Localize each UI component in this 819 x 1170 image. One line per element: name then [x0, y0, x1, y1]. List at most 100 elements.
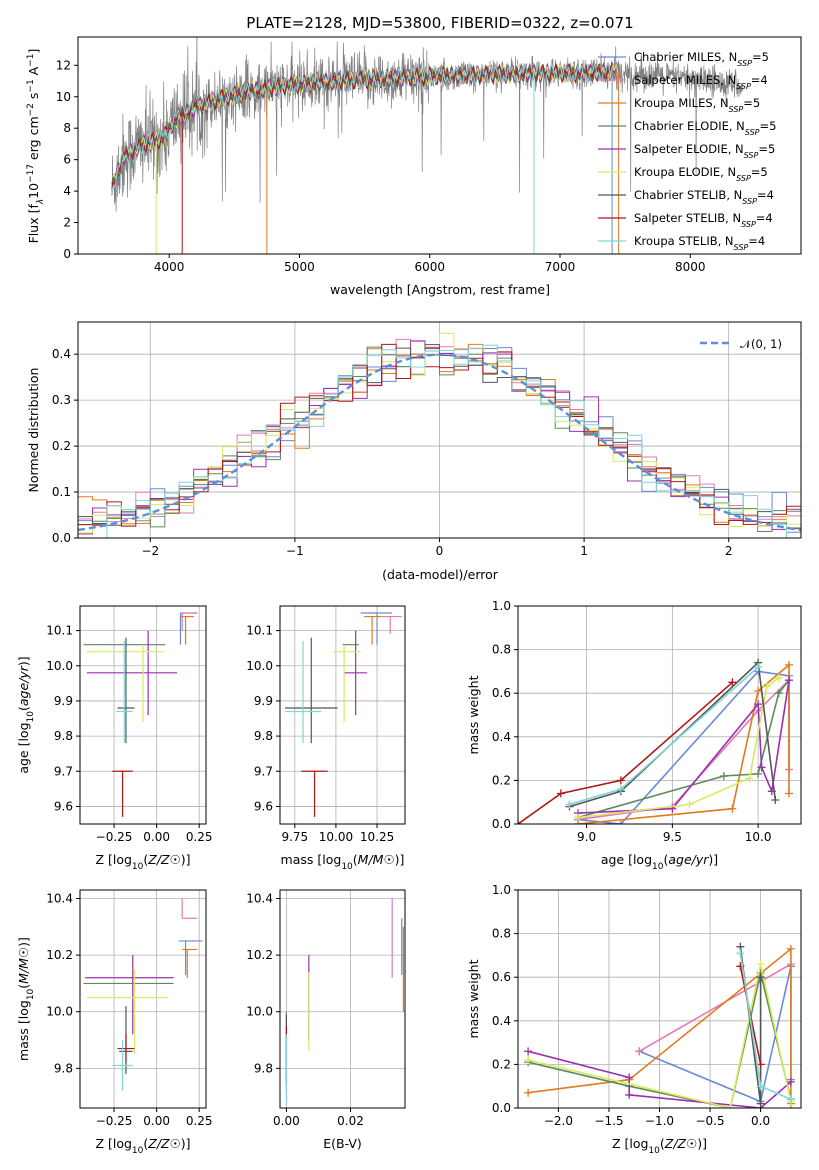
- figure-title: PLATE=2128, MJD=53800, FIBERID=0322, z=0…: [246, 14, 633, 32]
- weight-line-Salpeter STELIB, N_SSP=4: [518, 681, 733, 824]
- x-tick-label: 10.00: [319, 830, 353, 844]
- label-part: 10: [26, 711, 36, 723]
- label-part: )]: [16, 656, 31, 666]
- weight-marker: [745, 774, 754, 783]
- label-part: −1: [26, 54, 36, 67]
- axes-frame: [77, 36, 802, 255]
- axes-age_vs_mass: 9.75 10.00 10.25 9.6 9.7 9.8 9.9 10.0 10.1 mass […: [246, 605, 406, 872]
- legend-entry: Chabrier MILES, NSSP=5: [634, 50, 769, 68]
- y-tick-label: 0.8: [492, 927, 511, 941]
- label-part: (: [16, 706, 31, 711]
- x-axis-label: age [log10(age/yr)]: [601, 852, 718, 872]
- weight-marker: [616, 776, 625, 785]
- legend-sub: SSP: [734, 243, 749, 252]
- plot-area: [78, 332, 801, 538]
- plot-area: [284, 612, 402, 817]
- weight-line-Kroupa MILES, N_SSP=5: [577, 663, 790, 824]
- label-part: 10: [26, 988, 36, 1000]
- axes-weight_vs_age: 9.0 9.5 10.0 0.0 0.2 0.4 0.6 0.8 1.0 age [log10(a…: [466, 599, 802, 872]
- y-tick-label: 0.0: [492, 817, 511, 831]
- legend-entry: Salpeter MILES, NSSP=4: [634, 73, 768, 91]
- normal-reference-curve: [78, 353, 801, 532]
- label-part: 10: [648, 1146, 660, 1156]
- y-axis-label: age [log10(age/yr)]: [16, 656, 36, 773]
- label-part: Z/Z☉: [147, 852, 181, 867]
- label-part: mass [log: [16, 1000, 31, 1061]
- residual-hist-Kroupa STELIB, N_SSP=4: [78, 344, 801, 538]
- y-tick-label: 12: [56, 58, 71, 72]
- weight-marker: [756, 1082, 765, 1091]
- x-tick-label: −2: [141, 544, 159, 558]
- label-part: age [log: [16, 722, 31, 773]
- weight-marker: [736, 949, 745, 958]
- weight-marker: [774, 689, 783, 698]
- weight-marker: [616, 785, 625, 794]
- label-part: Flux [f: [26, 204, 41, 244]
- label-part: mass [log: [281, 852, 342, 867]
- weight-marker: [754, 663, 763, 672]
- x-tick-label: −1.5: [594, 1114, 623, 1128]
- y-tick-label: 1.0: [492, 599, 511, 613]
- label-part: Z [log: [612, 1136, 648, 1151]
- weight-line-Kroupa MILES, N_SSP=5: [527, 947, 792, 1104]
- weight-marker: [774, 673, 783, 682]
- weight-line-Salpeter ELODIE, N_SSP=5: [577, 679, 790, 814]
- label-part: M/M☉: [358, 852, 395, 867]
- legend-suffix: =5: [751, 165, 768, 179]
- weight-marker: [754, 700, 763, 709]
- label-part: age/yr: [16, 665, 31, 706]
- label-part: erg cm: [26, 116, 41, 164]
- label-part: )]: [181, 1136, 191, 1151]
- legend-text: Chabrier STELIB, N: [634, 188, 742, 202]
- residual-hist-Salpeter STELIB, N_SSP=4: [78, 343, 801, 527]
- weight-marker: [524, 1047, 533, 1056]
- label-part: )]: [697, 1136, 707, 1151]
- x-axis-label: (data-model)/error: [382, 567, 499, 582]
- label-part: (: [143, 852, 148, 867]
- plot-area: [83, 898, 203, 1092]
- weight-marker: [756, 1099, 765, 1108]
- weight-marker: [757, 763, 766, 772]
- y-tick-label: 0.0: [52, 531, 71, 545]
- weight-marker: [771, 796, 780, 805]
- x-tick-label: 10.0: [745, 830, 772, 844]
- x-axis-label: Z [log10(Z/Z☉)]: [612, 1136, 707, 1156]
- y-tick-label: 0.6: [492, 970, 511, 984]
- x-tick-label: 4000: [154, 260, 185, 274]
- label-part: Z [log: [95, 852, 131, 867]
- y-tick-label: 0.8: [492, 643, 511, 657]
- y-tick-label: 0: [63, 247, 71, 261]
- y-tick-label: 9.7: [254, 764, 273, 778]
- model-Salpeter STELIB, N_SSP=4: [111, 62, 613, 189]
- legend-entry: Salpeter STELIB, NSSP=4: [634, 211, 773, 229]
- legend-suffix: =4: [757, 188, 774, 202]
- weight-marker: [726, 1104, 735, 1108]
- axes-frame: [517, 889, 802, 1109]
- weight-marker: [556, 789, 565, 798]
- x-tick-label: −1.0: [645, 1114, 674, 1128]
- axes-age_vs_Z: −0.25 0.00 0.259.69.79.89.910.010.1Z [log1…: [16, 605, 213, 872]
- x-tick-label: 9.0: [577, 830, 596, 844]
- legend-suffix: =4: [748, 234, 765, 248]
- legend-sub: SSP: [729, 105, 744, 114]
- label-part: Z/Z☉: [147, 1136, 181, 1151]
- y-tick-label: 0.6: [492, 686, 511, 700]
- label-part: (: [16, 984, 31, 989]
- label-part: age [log: [601, 852, 652, 867]
- y-axis-label: Normed distribution: [26, 368, 41, 493]
- label-part: (: [143, 1136, 148, 1151]
- label-part: ]: [26, 49, 41, 54]
- legend-suffix: =4: [756, 211, 773, 225]
- legend-suffix: =5: [760, 119, 777, 133]
- axes-frame: [279, 889, 406, 1109]
- label-part: 10: [132, 862, 144, 872]
- legend-text: Kroupa ELODIE, N: [634, 165, 736, 179]
- weight-marker: [762, 682, 771, 691]
- weight-marker: [754, 687, 763, 696]
- weight-marker: [756, 960, 765, 969]
- axes-frame: [79, 889, 207, 1109]
- x-tick-label: −2.0: [544, 1114, 573, 1128]
- legend-text: Kroupa STELIB, N: [634, 234, 734, 248]
- x-axis-label: Z [log10(Z/Z☉)]: [95, 852, 190, 872]
